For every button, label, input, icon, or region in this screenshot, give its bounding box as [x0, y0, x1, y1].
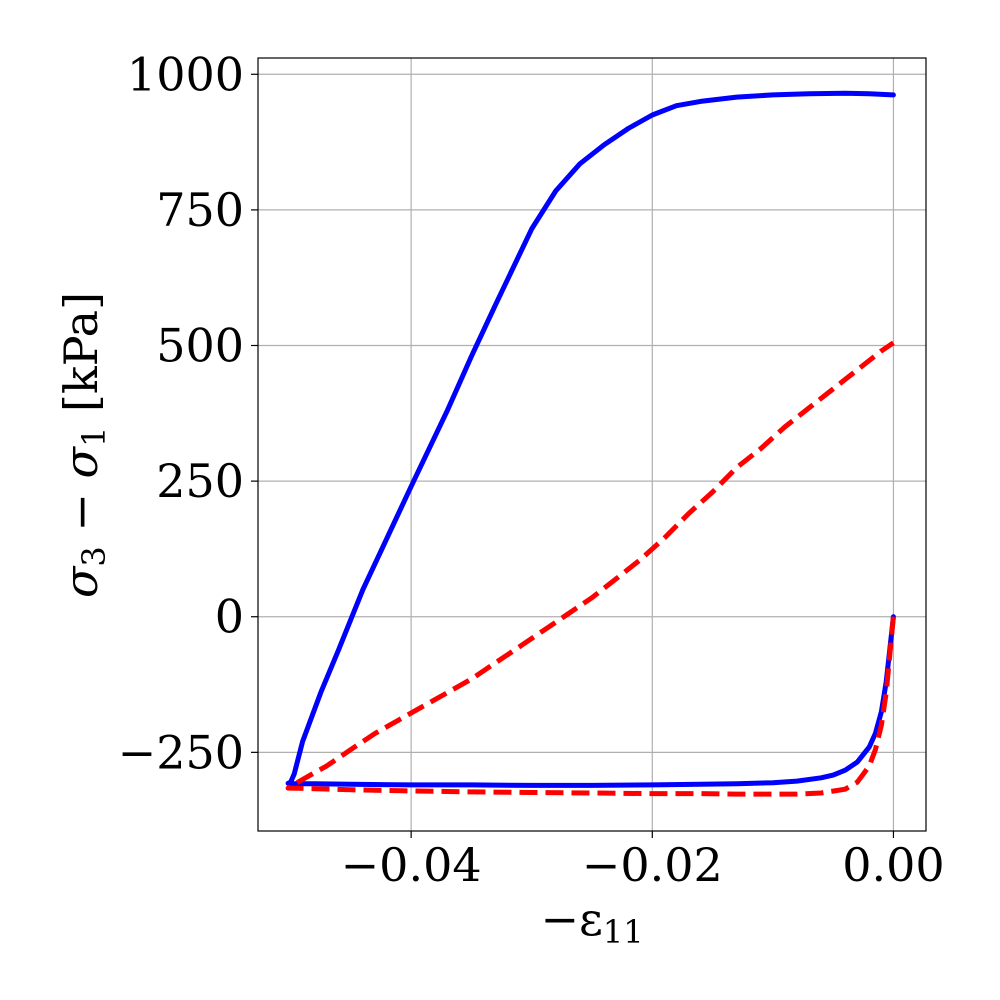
y-axis-ticks: −250 0 250 500 750 1000: [118, 47, 258, 779]
grid: [258, 58, 926, 831]
x-tick-label: −0.04: [341, 838, 482, 892]
y-axis-label: σ3 − σ1 [kPa]: [54, 292, 113, 598]
series-layer: [285, 90, 896, 797]
y-tick-label: 250: [156, 454, 244, 508]
x-tick-label: −0.02: [582, 838, 723, 892]
y-tick-label: 0: [215, 590, 244, 644]
x-axis-ticks: −0.04 −0.02 0.00: [341, 831, 945, 892]
y-tick-label: 1000: [127, 47, 244, 101]
x-axis-label: −ε11: [540, 892, 643, 951]
y-tick-label: 500: [156, 319, 244, 373]
y-tick-label: 750: [156, 183, 244, 237]
x-tick-label: 0.00: [842, 838, 944, 892]
y-tick-label: −250: [118, 725, 244, 779]
plot-frame: [257, 57, 927, 832]
series-line-1: [285, 90, 896, 788]
series-line-2: [285, 340, 896, 797]
